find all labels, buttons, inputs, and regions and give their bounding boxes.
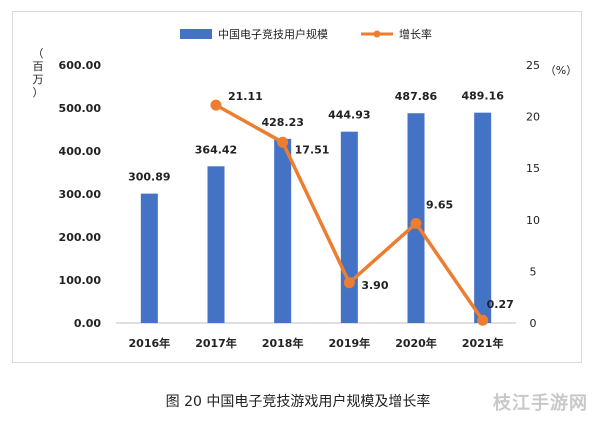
bar-data-label: 428.23 (261, 116, 303, 129)
growth-data-label: 21.11 (228, 90, 263, 103)
x-tick-label: 2021年 (462, 336, 504, 350)
bar-data-label: 487.86 (395, 90, 438, 103)
y-right-tick-label: 5 (530, 265, 537, 278)
bar-users (207, 166, 225, 323)
bar-data-label: 364.42 (195, 143, 237, 156)
legend-label-users: 中国电子竞技用户规模 (218, 27, 328, 41)
y-left-axis-label-char: ） (33, 86, 44, 99)
bar-data-label: 489.16 (461, 90, 504, 103)
y-right-axis-label: （%） (545, 64, 577, 77)
figure-caption: 图 20 中国电子竞技游戏用户规模及增长率 (165, 394, 431, 410)
y-left-tick-label: 300.00 (59, 188, 102, 201)
chart-frame: 中国电子竞技用户规模 增长率 （百万） （%） 0.00 100.00 200.00 300.… (12, 11, 582, 363)
y-right-tick-label: 15 (526, 162, 540, 175)
y-left-tick-label: 0.00 (74, 317, 101, 330)
y-left-tick-label: 200.00 (59, 231, 102, 244)
growth-point (410, 217, 422, 229)
x-tick-label: 2020年 (395, 336, 437, 350)
legend-marker-growth (373, 30, 381, 38)
y-right-tick-label: 10 (526, 214, 540, 227)
x-tick-label: 2019年 (329, 336, 371, 350)
growth-point (277, 136, 289, 148)
y-left-axis-label-char: （ (33, 47, 44, 60)
legend-swatch-users (180, 29, 212, 39)
y-right-tick-label: 25 (526, 59, 540, 72)
bar-users (140, 193, 158, 323)
y-right-tick-label: 20 (526, 111, 540, 124)
growth-data-label: 3.90 (361, 279, 388, 292)
y-left-axis-label-char: 百 (33, 60, 44, 73)
growth-point (477, 314, 489, 326)
growth-point (210, 99, 222, 111)
y-right-tick-label: 0 (530, 317, 537, 330)
x-tick-label: 2018年 (262, 336, 304, 350)
y-left-tick-label: 400.00 (59, 145, 102, 158)
growth-point (343, 277, 355, 289)
y-left-tick-label: 500.00 (59, 102, 102, 115)
y-left-tick-label: 100.00 (59, 274, 102, 287)
growth-data-label: 9.65 (426, 198, 453, 211)
y-left-axis-label-char: 万 (33, 73, 44, 86)
bar-users (474, 112, 492, 324)
growth-data-label: 17.51 (295, 143, 330, 156)
x-tick-label: 2016年 (129, 336, 171, 350)
watermark-text: 枝江手游网 (493, 393, 588, 414)
x-tick-label: 2017年 (195, 336, 237, 350)
legend-label-growth: 增长率 (399, 27, 432, 41)
bar-data-label: 300.89 (128, 171, 170, 184)
bar-users (274, 138, 292, 323)
growth-data-label: 0.27 (487, 298, 514, 311)
y-left-tick-label: 600.00 (59, 59, 102, 72)
chart-svg: 中国电子竞技用户规模 增长率 （百万） （%） 0.00 100.00 200.00 300.… (33, 27, 578, 350)
bar-data-label: 444.93 (328, 109, 370, 122)
bar-users (340, 131, 358, 323)
